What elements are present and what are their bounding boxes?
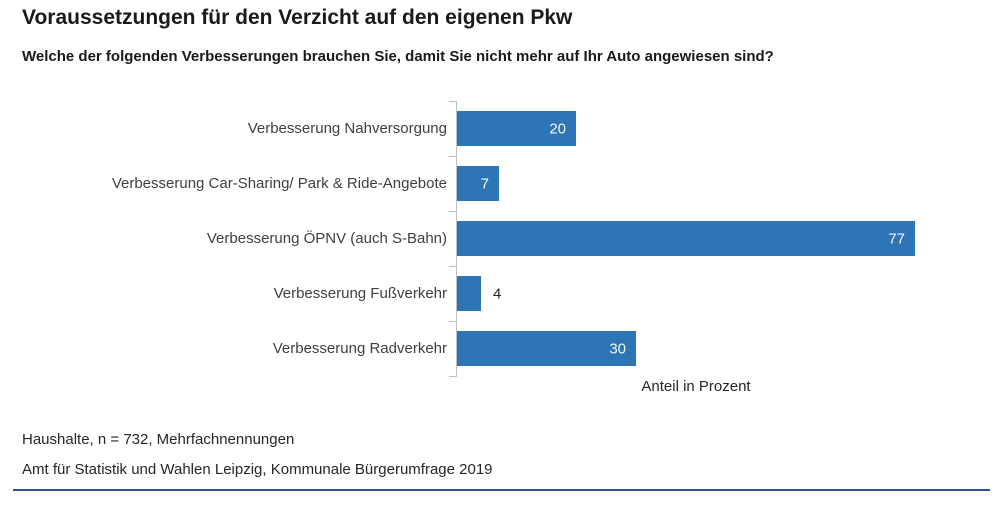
y-axis-line (456, 101, 457, 376)
category-label: Verbesserung Nahversorgung (247, 120, 447, 137)
axis-tick (449, 211, 457, 212)
axis-tick (449, 266, 457, 267)
category-label: Verbesserung Car-Sharing/ Park & Ride-An… (111, 175, 447, 192)
value-label: 20 (549, 120, 566, 137)
bar-zone: 20 (456, 101, 1000, 156)
bar-row: Verbesserung Fußverkehr 4 (0, 266, 1000, 321)
bottom-rule (13, 489, 990, 491)
bar: 7 (457, 166, 499, 201)
page-subtitle: Welche der folgenden Verbesserungen brau… (22, 48, 774, 65)
bar-row: Verbesserung Car-Sharing/ Park & Ride-An… (0, 156, 1000, 211)
x-axis-label: Anteil in Prozent (641, 378, 751, 395)
bar-zone: 4 (456, 266, 1000, 321)
bar: 77 (457, 221, 915, 256)
value-label: 77 (888, 230, 905, 247)
bar: 20 (457, 111, 576, 146)
bar-zone: 7 (456, 156, 1000, 211)
bar: 30 (457, 331, 636, 366)
footnote-source: Amt für Statistik und Wahlen Leipzig, Ko… (22, 461, 493, 478)
category-label: Verbesserung ÖPNV (auch S-Bahn) (206, 230, 447, 247)
category-label: Verbesserung Radverkehr (272, 340, 447, 357)
plot-area: Verbesserung Nahversorgung 20 Verbesseru… (0, 101, 1000, 377)
axis-tick (449, 156, 457, 157)
bar-row: Verbesserung Nahversorgung 20 (0, 101, 1000, 156)
value-label: 30 (609, 340, 626, 357)
bar-zone: 77 (456, 211, 1000, 266)
value-label: 4 (493, 285, 502, 302)
value-label: 7 (480, 175, 489, 192)
footnote-sample: Haushalte, n = 732, Mehrfachnennungen (22, 431, 295, 448)
category-label: Verbesserung Fußverkehr (273, 285, 447, 302)
axis-tick (449, 376, 457, 377)
bar-row: Verbesserung ÖPNV (auch S-Bahn) 77 (0, 211, 1000, 266)
bar: 4 (457, 276, 501, 311)
axis-tick (449, 321, 457, 322)
axis-tick (449, 101, 457, 102)
bar-row: Verbesserung Radverkehr 30 (0, 321, 1000, 376)
bar-zone: 30 (456, 321, 1000, 376)
page-title: Voraussetzungen für den Verzicht auf den… (22, 6, 573, 29)
